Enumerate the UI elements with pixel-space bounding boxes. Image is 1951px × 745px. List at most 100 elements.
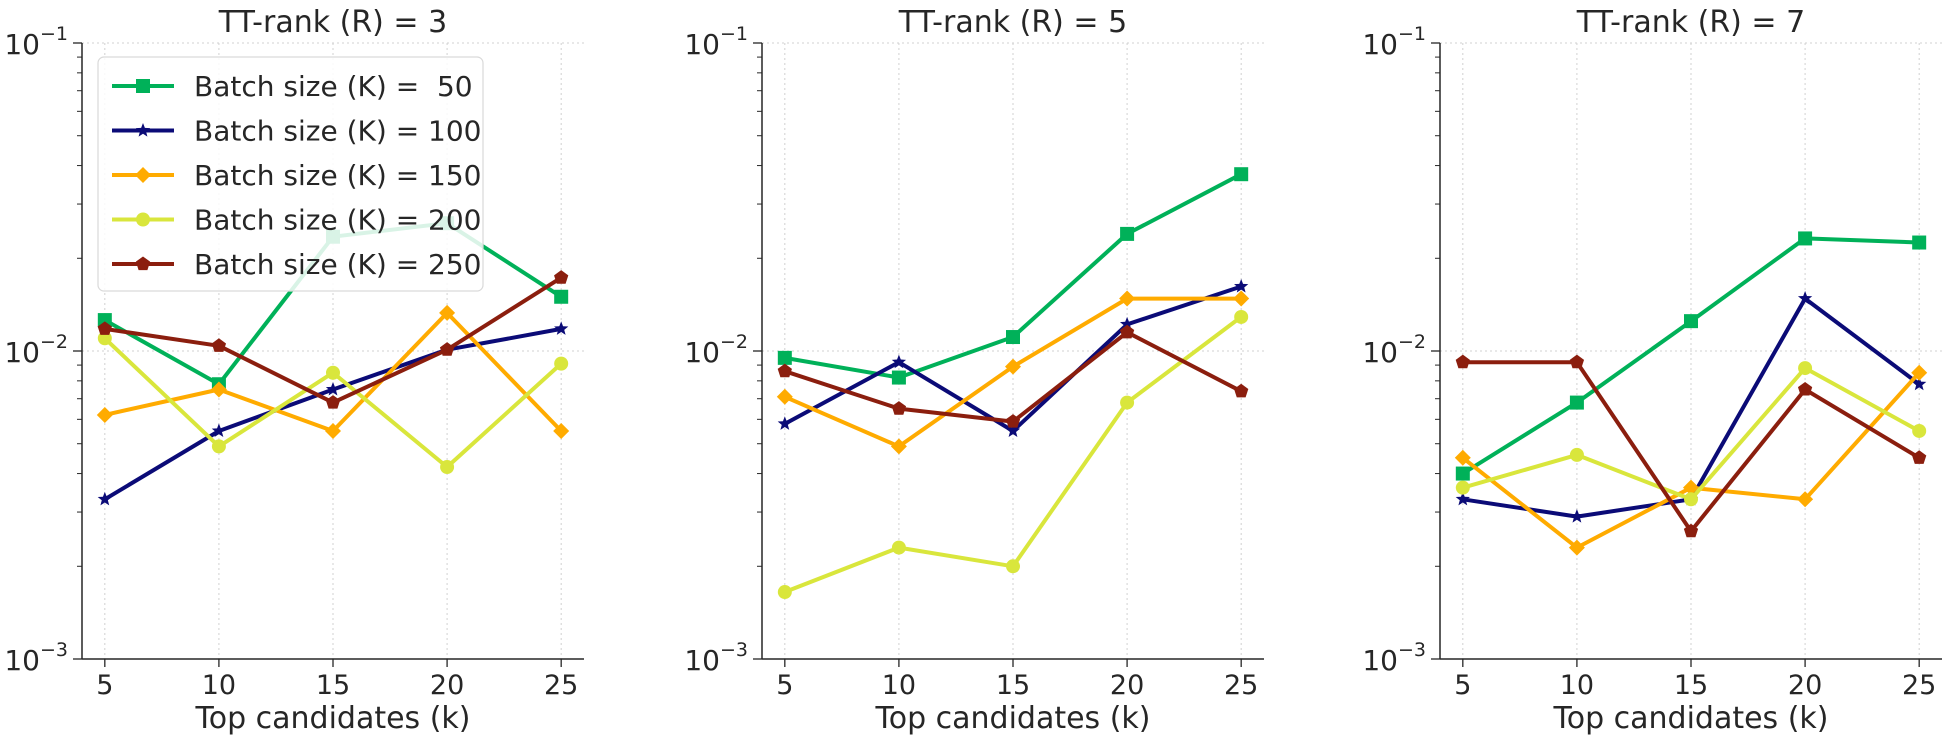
x-tick-label: 10 (202, 670, 236, 701)
data-point (211, 338, 227, 352)
x-axis-label: Top candidates (k) (874, 701, 1150, 736)
data-point (1005, 414, 1021, 428)
x-tick-label: 5 (1454, 670, 1471, 701)
legend-entry: Batch size (K) = 150 (112, 159, 482, 192)
series-1 (777, 278, 1249, 438)
x-axis-label: Top candidates (k) (194, 701, 470, 736)
data-point (553, 422, 570, 439)
series-0 (777, 167, 1249, 385)
data-point (96, 406, 113, 423)
data-point (1684, 314, 1698, 329)
legend-marker (135, 123, 151, 137)
x-tick-label: 20 (430, 670, 464, 701)
data-point (97, 313, 112, 328)
data-point (325, 381, 341, 396)
data-point (1005, 423, 1021, 438)
data-point (326, 365, 340, 380)
data-point (891, 540, 906, 555)
data-point (1454, 449, 1471, 466)
data-point (1569, 354, 1585, 369)
panel-tt-rank-5: TT-rank (R) = 5 Top candidates (k) 10−11… (684, 5, 1264, 736)
data-point (1455, 466, 1470, 481)
legend-entry: Batch size (K) = 200 (112, 204, 482, 237)
data-point (776, 388, 793, 405)
series-0 (1455, 231, 1927, 481)
data-point (1569, 509, 1585, 523)
y-tick-label: 10−3 (1362, 639, 1426, 677)
data-point (211, 423, 227, 438)
data-point (1684, 492, 1698, 507)
panel-title: TT-rank (R) = 7 (1576, 5, 1805, 40)
data-point (777, 585, 792, 600)
data-point (1234, 278, 1249, 293)
y-tick-label: 10−2 (1362, 331, 1426, 369)
x-tick-label: 10 (1560, 670, 1594, 701)
x-tick-label: 20 (1110, 670, 1144, 701)
data-point (1797, 381, 1813, 396)
data-point (891, 370, 906, 385)
grid (82, 42, 584, 659)
series-2 (776, 290, 1250, 455)
data-point (1797, 291, 1813, 305)
panel-title: TT-rank (R) = 3 (218, 5, 447, 40)
legend-label: Batch size (K) = 250 (194, 248, 482, 281)
series-2 (96, 304, 570, 439)
data-point (1119, 290, 1136, 307)
data-point (1120, 226, 1135, 241)
data-point (554, 321, 569, 335)
data-point (1569, 447, 1584, 462)
data-point (439, 304, 456, 321)
axes: 10−1 10−2 10−3 5 10 15 20 25 (684, 23, 1264, 701)
legend-label: Batch size (K) = 150 (194, 159, 482, 192)
data-point (440, 460, 455, 475)
data-point (211, 439, 226, 454)
x-tick-label: 25 (544, 670, 578, 701)
data-point (1912, 423, 1927, 438)
data-point (97, 321, 112, 335)
grid (1440, 42, 1942, 659)
legend-entry: Batch size (K) = 100 (112, 115, 482, 148)
data-point (1005, 358, 1021, 375)
x-tick-label: 25 (1224, 670, 1258, 701)
data-point (439, 342, 455, 356)
y-tick-label: 10−1 (4, 23, 68, 61)
legend: Batch size (K) = 50 Batch size (K) = 100 B… (97, 56, 484, 292)
panel-tt-rank-3: TT-rank (R) = 3 Top candidates (k) 10−1 1… (4, 5, 584, 736)
legend-marker (135, 167, 151, 183)
data-point (1569, 395, 1584, 410)
data-point (1911, 364, 1928, 381)
data-point (554, 356, 569, 371)
axes: 10−1 10−2 10−3 5 10 15 20 25 (4, 23, 584, 701)
x-tick-label: 15 (1674, 670, 1708, 701)
series-3 (1455, 361, 1927, 507)
axes: 10−1 10−2 10−3 5 10 15 20 25 (1362, 23, 1942, 701)
data-point (1455, 354, 1470, 369)
data-point (554, 270, 569, 284)
x-tick-label: 5 (776, 670, 793, 701)
data-point (1455, 491, 1470, 506)
series-3 (777, 309, 1249, 600)
data-point (1119, 324, 1135, 339)
y-tick-label: 10−3 (684, 639, 748, 677)
series-4 (777, 324, 1249, 428)
data-point (890, 438, 907, 455)
legend-label: Batch size (K) = 200 (194, 204, 482, 237)
data-point (777, 416, 792, 430)
data-point (1798, 361, 1813, 376)
data-point (891, 354, 907, 369)
series-2 (1454, 364, 1928, 556)
legend-label: Batch size (K) = 50 (194, 70, 473, 103)
data-point (1234, 383, 1249, 398)
data-point (1120, 395, 1135, 410)
data-point (210, 381, 227, 398)
data-point (1234, 309, 1249, 324)
x-axis-label: Top candidates (k) (1552, 701, 1828, 736)
data-point (1234, 167, 1249, 182)
x-tick-label: 5 (96, 670, 113, 701)
data-point (1568, 539, 1585, 556)
x-tick-label: 15 (996, 670, 1030, 701)
legend-marker (135, 256, 151, 271)
data-point (325, 422, 341, 439)
x-tick-label: 20 (1788, 670, 1822, 701)
